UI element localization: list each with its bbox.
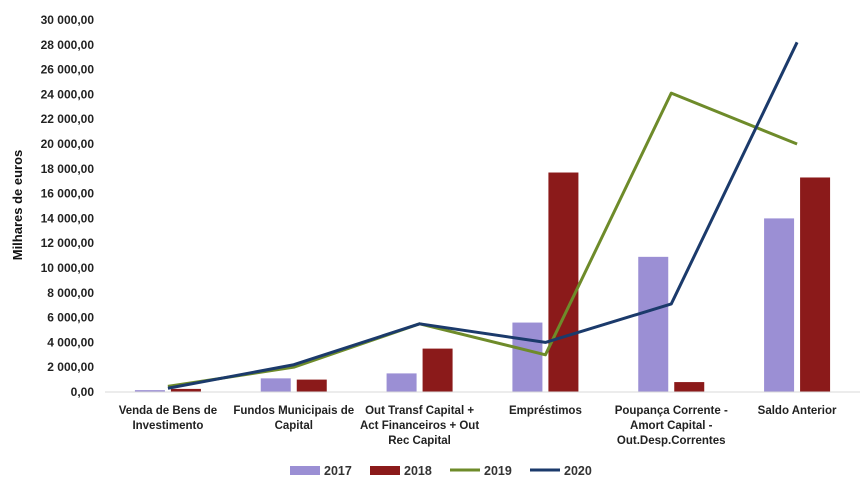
y-tick-label: 26 000,00: [41, 63, 95, 77]
legend: 2017 2018 2019 2020: [290, 464, 592, 478]
bar-2018: [548, 172, 579, 392]
y-tick-label: 8 000,00: [47, 286, 94, 300]
y-tick-label: 0,00: [71, 385, 95, 399]
bar-2017: [764, 218, 795, 392]
bar-2017: [638, 256, 669, 392]
x-tick-label: Poupança Corrente -Amort Capital -Out.De…: [615, 405, 728, 447]
legend-label-2020: 2020: [564, 464, 592, 478]
y-axis-label: Milhares de euros: [10, 150, 25, 261]
bars: [134, 172, 831, 392]
y-tick-label: 16 000,00: [41, 187, 95, 201]
x-tick-label: Out Transf Capital + Act Financeiros + Ou…: [360, 405, 479, 447]
bar-2018: [170, 388, 201, 392]
legend-label-2018: 2018: [404, 464, 432, 478]
legend-label-2017: 2017: [324, 464, 352, 478]
x-tick-label: Empréstimos: [509, 405, 582, 417]
y-tick-label: 24 000,00: [41, 87, 95, 101]
bar-2018: [296, 379, 327, 392]
y-tick-label: 2 000,00: [47, 360, 94, 374]
y-tick-label: 10 000,00: [41, 261, 95, 275]
legend-swatch-2017: [290, 466, 320, 475]
bar-2017: [386, 373, 417, 392]
line-2019: [167, 91, 798, 388]
x-tick-label: Venda de Bens de Investimento: [119, 405, 217, 432]
x-axis: Venda de Bens de Investimento Fundos Munic…: [105, 391, 860, 447]
bar-2018: [800, 177, 831, 392]
y-tick-label: 20 000,00: [41, 137, 95, 151]
y-tick-label: 4 000,00: [47, 335, 94, 349]
bar-2017: [260, 378, 291, 392]
bar-2018: [674, 382, 705, 392]
y-axis: 0,00 2 000,00 4 000,00 6 000,00 8 000,00 10 0…: [41, 13, 95, 399]
y-tick-label: 30 000,00: [41, 13, 95, 27]
y-tick-label: 6 000,00: [47, 311, 94, 325]
bar-2018: [422, 348, 453, 392]
line-2020: [167, 41, 799, 390]
bar-2017: [512, 322, 543, 392]
bar-2017: [134, 390, 165, 392]
y-tick-label: 12 000,00: [41, 236, 95, 250]
y-tick-label: 18 000,00: [41, 162, 95, 176]
x-tick-label: Fundos Municipais de Capital: [233, 405, 354, 432]
legend-swatch-2018: [370, 466, 400, 475]
y-tick-label: 28 000,00: [41, 38, 95, 52]
legend-label-2019: 2019: [484, 464, 512, 478]
y-tick-label: 22 000,00: [41, 112, 95, 126]
x-tick-label: Saldo Anterior: [758, 405, 837, 417]
y-tick-label: 14 000,00: [41, 211, 95, 225]
lines: [167, 41, 799, 390]
